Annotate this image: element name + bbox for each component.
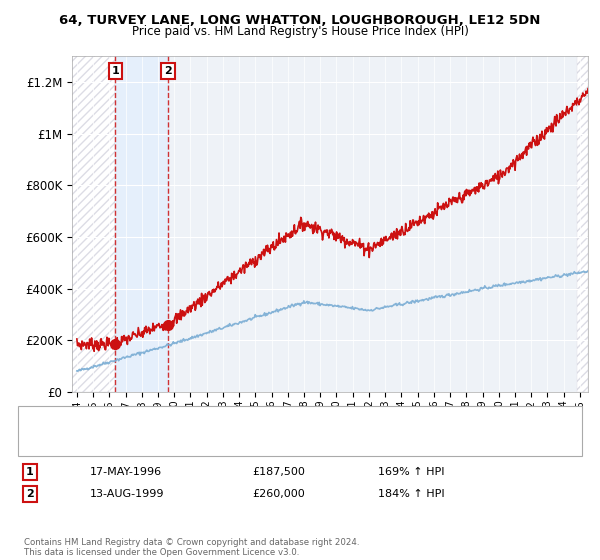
- Bar: [72, 56, 115, 392]
- Bar: [115, 56, 168, 392]
- Bar: [577, 56, 588, 392]
- Text: 17-MAY-1996: 17-MAY-1996: [90, 467, 162, 477]
- Text: HPI: Average price, detached house, North West Leicestershire: HPI: Average price, detached house, Nort…: [57, 441, 385, 451]
- Text: Contains HM Land Registry data © Crown copyright and database right 2024.
This d: Contains HM Land Registry data © Crown c…: [24, 538, 359, 557]
- Text: 1: 1: [26, 467, 34, 477]
- Text: 64, TURVEY LANE, LONG WHATTON, LOUGHBOROUGH, LE12 5DN (detached house): 64, TURVEY LANE, LONG WHATTON, LOUGHBORO…: [57, 408, 490, 418]
- Text: £187,500: £187,500: [252, 467, 305, 477]
- Text: 13-AUG-1999: 13-AUG-1999: [90, 489, 164, 499]
- Text: —: —: [30, 438, 46, 453]
- Text: £260,000: £260,000: [252, 489, 305, 499]
- Text: Price paid vs. HM Land Registry's House Price Index (HPI): Price paid vs. HM Land Registry's House …: [131, 25, 469, 38]
- Text: 2: 2: [26, 489, 34, 499]
- Text: 1: 1: [112, 66, 119, 76]
- Bar: [577, 56, 588, 392]
- Text: 169% ↑ HPI: 169% ↑ HPI: [378, 467, 445, 477]
- Text: 184% ↑ HPI: 184% ↑ HPI: [378, 489, 445, 499]
- Text: 64, TURVEY LANE, LONG WHATTON, LOUGHBOROUGH, LE12 5DN: 64, TURVEY LANE, LONG WHATTON, LOUGHBORO…: [59, 14, 541, 27]
- Text: 2: 2: [164, 66, 172, 76]
- Bar: [72, 56, 115, 392]
- Text: —: —: [30, 405, 46, 420]
